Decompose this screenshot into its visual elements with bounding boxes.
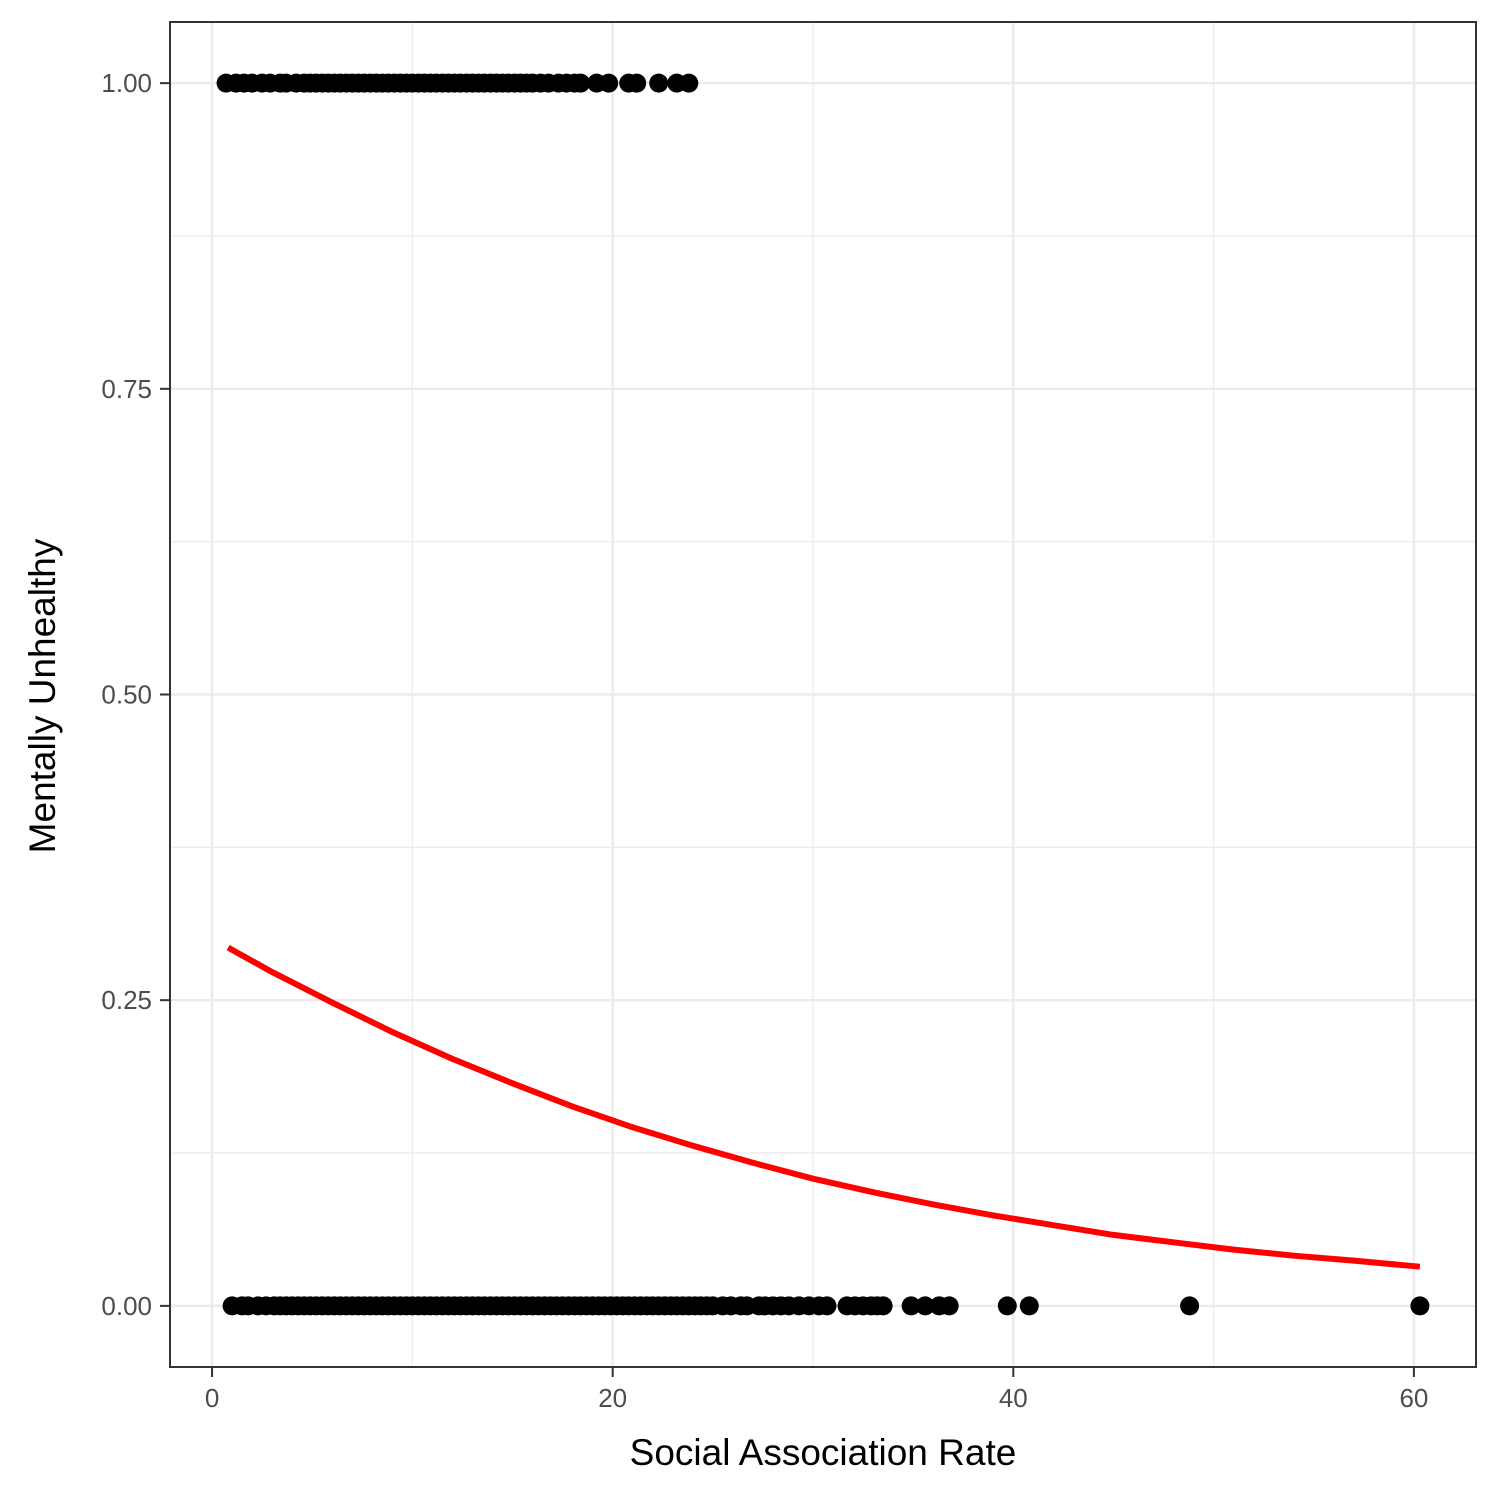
data-point xyxy=(901,1296,921,1316)
x-axis-title: Social Association Rate xyxy=(630,1432,1017,1473)
data-point xyxy=(873,1296,893,1316)
data-point xyxy=(915,1296,935,1316)
y-tick-label: 0.75 xyxy=(101,374,152,404)
x-tick-label: 40 xyxy=(999,1383,1028,1413)
data-point xyxy=(1019,1296,1039,1316)
data-point xyxy=(679,73,699,93)
data-point xyxy=(571,73,591,93)
axes: 0 20 40 60 0.00 0.25 0.50 0.75 1.00 xyxy=(101,68,1428,1413)
data-point xyxy=(1180,1296,1200,1316)
x-tick-label: 20 xyxy=(598,1383,627,1413)
x-tick-label: 60 xyxy=(1399,1383,1428,1413)
data-point xyxy=(817,1296,837,1316)
y-tick-label: 0.25 xyxy=(101,985,152,1015)
data-point xyxy=(939,1296,959,1316)
y-tick-label: 0.00 xyxy=(101,1291,152,1321)
y-axis-title: Mentally Unhealthy xyxy=(22,538,63,853)
x-tick-label: 0 xyxy=(205,1383,219,1413)
y-tick-label: 0.50 xyxy=(101,680,152,710)
data-points xyxy=(216,73,1430,1316)
data-point xyxy=(1410,1296,1430,1316)
data-point xyxy=(599,73,619,93)
data-point xyxy=(997,1296,1017,1316)
fit-curve xyxy=(226,944,1421,1270)
y-tick-label: 1.00 xyxy=(101,68,152,98)
data-point xyxy=(649,73,669,93)
data-point xyxy=(627,73,647,93)
fit-line xyxy=(226,944,1421,1270)
